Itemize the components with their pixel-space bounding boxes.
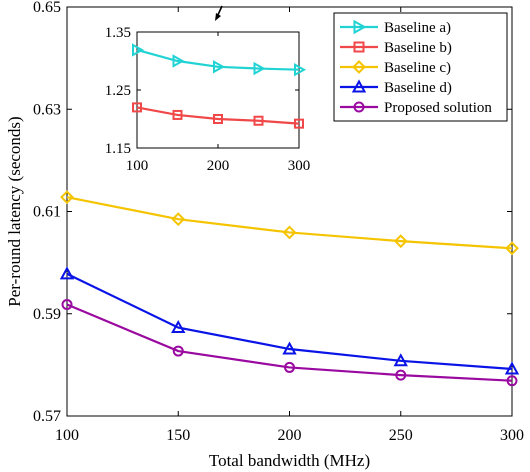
data-point-baseline-d	[171, 319, 186, 334]
main-xtick-label: 100	[55, 427, 79, 444]
legend-label-proposed-solution: Proposed solution	[384, 100, 492, 116]
y-axis-title: Per-round latency (seconds)	[5, 116, 24, 306]
main-ytick-label: 0.57	[33, 408, 61, 425]
legend-marker-baseline-c	[352, 60, 366, 74]
data-point-baseline-c	[505, 241, 519, 256]
legend-label-baseline-d: Baseline d)	[384, 80, 452, 96]
data-point-baseline-b	[213, 114, 223, 124]
inset-plot-area	[137, 32, 299, 148]
data-point-baseline-b	[294, 118, 304, 129]
data-point-baseline-b	[172, 109, 183, 120]
data-point-proposed-solution	[506, 375, 518, 387]
legend-marker-baseline-a	[353, 19, 367, 35]
data-point-proposed-solution	[395, 369, 407, 381]
data-point-baseline-a	[132, 43, 145, 57]
x-axis-title: Total bandwidth (MHz)	[209, 451, 370, 470]
series-line-baseline-b	[136, 106, 300, 125]
main-ytick-label: 0.65	[33, 0, 61, 16]
main-xtick-label: 150	[166, 427, 190, 444]
data-point-baseline-a	[253, 61, 266, 76]
inset-ytick-label: 1.25	[105, 83, 131, 99]
legend-label-baseline-c: Baseline c)	[384, 60, 451, 76]
legend-item-baseline-c: Baseline c)	[340, 60, 451, 76]
inset-ytick-label: 1.15	[105, 141, 131, 157]
data-point-baseline-c	[171, 212, 186, 227]
legend-label-baseline-b: Baseline b)	[384, 40, 452, 56]
main-xtick-label: 200	[278, 427, 302, 444]
data-point-proposed-solution	[172, 345, 184, 357]
main-xtick-label: 300	[500, 427, 524, 444]
data-point-baseline-a	[294, 63, 307, 77]
data-point-baseline-c	[60, 190, 74, 205]
data-point-baseline-b	[253, 115, 264, 126]
inset-xtick-label: 200	[207, 158, 230, 174]
legend-marker-proposed-solution	[353, 101, 365, 113]
legend: Baseline a) Baseline b) Baseline c) Baselin…	[333, 12, 508, 122]
main-ytick-label: 0.63	[33, 101, 61, 118]
data-point-baseline-d	[393, 353, 408, 367]
legend-label-baseline-a: Baseline a)	[384, 20, 451, 36]
series-line-baseline-c	[66, 196, 513, 250]
data-point-baseline-c	[393, 234, 408, 249]
main-ytick-label: 0.61	[33, 204, 61, 221]
data-point-baseline-b	[132, 102, 142, 113]
main-xtick-label: 250	[389, 427, 413, 444]
series-line-baseline-d	[66, 272, 513, 371]
legend-item-baseline-a: Baseline a)	[340, 19, 451, 36]
data-point-baseline-d	[59, 266, 75, 280]
data-point-proposed-solution	[284, 361, 295, 373]
legend-item-proposed-solution: Proposed solution	[340, 100, 492, 116]
pointer-arrow-head	[215, 13, 221, 21]
inset-ytick-label: 1.35	[105, 25, 131, 41]
legend-item-baseline-b: Baseline b)	[340, 40, 452, 56]
series-line-proposed-solution	[66, 303, 513, 382]
data-point-proposed-solution	[61, 299, 73, 311]
data-point-baseline-d	[282, 341, 297, 355]
inset-xtick-label: 100	[126, 158, 149, 174]
data-point-baseline-a	[172, 54, 185, 68]
inset-plot: 100 200 300 1.15 1.25 1.35	[105, 5, 311, 174]
inset-xtick-label: 300	[288, 158, 311, 174]
legend-marker-baseline-b	[353, 41, 365, 53]
legend-item-baseline-d: Baseline d)	[340, 79, 452, 96]
series-line-baseline-a	[136, 48, 300, 71]
data-point-baseline-d	[504, 361, 520, 375]
data-point-baseline-a	[213, 60, 226, 74]
data-point-baseline-c	[282, 225, 297, 240]
legend-marker-baseline-d	[351, 79, 367, 93]
main-ytick-label: 0.59	[33, 306, 61, 323]
